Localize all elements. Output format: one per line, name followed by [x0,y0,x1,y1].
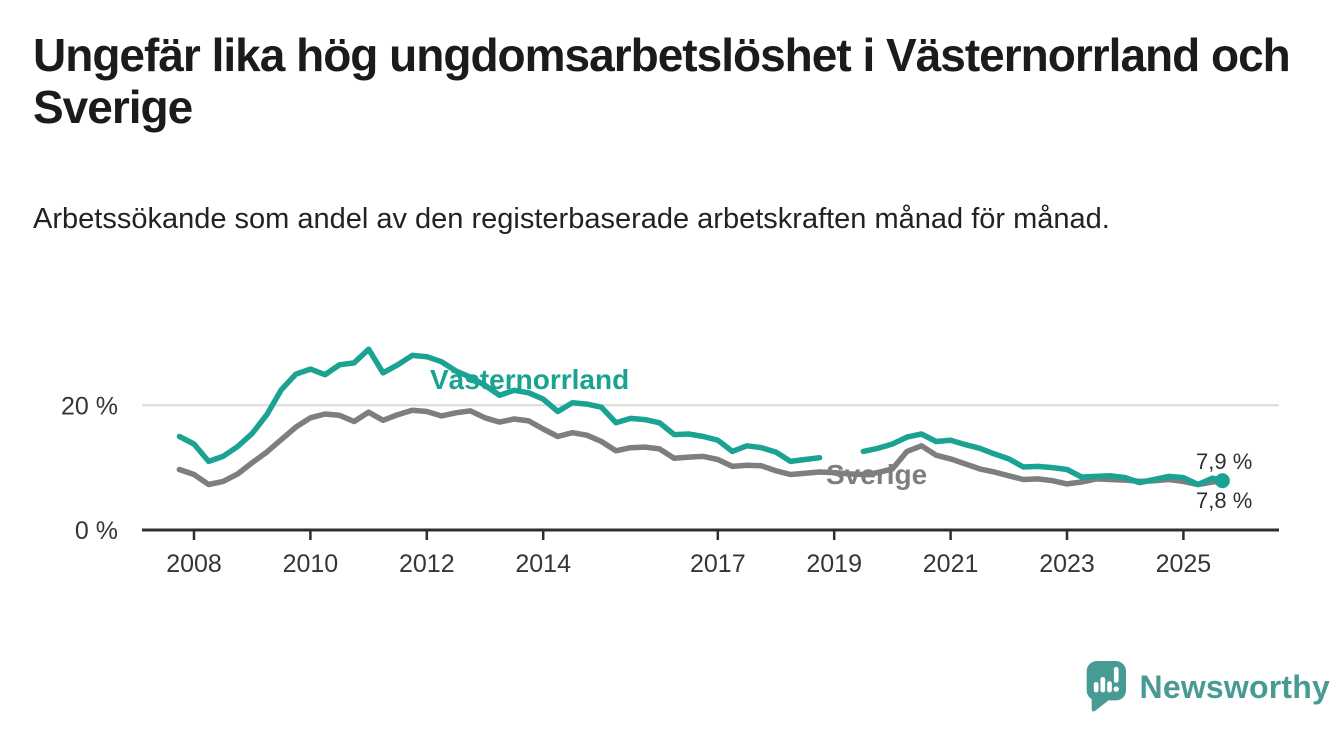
newsworthy-logo-text: Newsworthy [1139,668,1330,705]
x-tick-label-2019: 2019 [806,550,862,578]
x-tick-label-2008: 2008 [166,550,222,578]
x-tick-label-2023: 2023 [1039,550,1095,578]
newsworthy-logo-icon [1086,661,1127,712]
x-tick-label-2012: 2012 [399,550,455,578]
y-tick-label-20: 20 % [61,392,118,420]
x-tick-label-2017: 2017 [690,550,746,578]
page-title: Ungefär lika hög ungdomsarbetslöshet i V… [33,29,1291,133]
vasternorrland-line [176,346,1226,488]
series-label-sverige: Sverige [826,459,927,490]
x-tick-label-2025: 2025 [1156,550,1212,578]
value-label-sverige: 7,8 % [1196,488,1252,513]
y-tick-label-0: 0 % [75,517,118,545]
sverige-line [176,407,1226,488]
x-tick-label-2014: 2014 [515,550,571,578]
value-label-vasternorrland: 7,9 % [1196,449,1252,474]
unemployment-line-chart: 2008 2010 2012 2014 2017 2019 2021 2023 2025 0 % 2… [61,346,1279,578]
series-label-vasternorrland: Västernorrland [430,364,629,395]
vasternorrland-end-dot [1214,473,1230,489]
newsworthy-logo: Newsworthy [1085,652,1330,722]
x-tick-label-2021: 2021 [923,550,979,578]
chart-subtitle: Arbetssökande som andel av den registerb… [33,203,1110,235]
x-tick-label-2010: 2010 [283,550,339,578]
